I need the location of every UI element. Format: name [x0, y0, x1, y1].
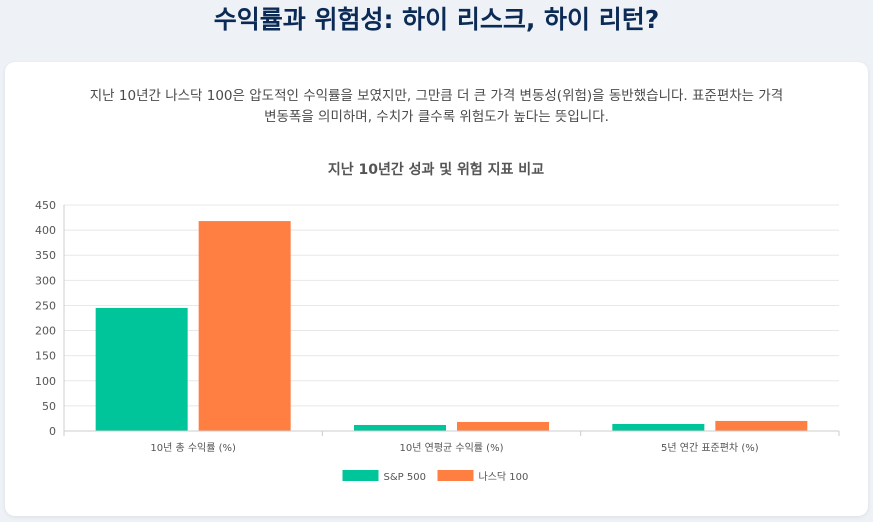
legend-swatch — [437, 470, 474, 481]
page-title: 수익률과 위험성: 하이 리스크, 하이 리턴? — [213, 5, 660, 34]
bar — [612, 423, 705, 431]
chart-title: 지난 10년간 성과 및 위험 지표 비교 — [328, 161, 544, 178]
y-tick-label: 300 — [35, 274, 56, 287]
intro-text: 지난 10년간 나스닥 100은 압도적인 수익률을 보였지만, 그만큼 더 큰… — [89, 88, 784, 125]
bars — [95, 221, 808, 431]
y-tick-label: 150 — [35, 350, 56, 363]
y-tick-label: 0 — [49, 425, 56, 438]
y-tick-label: 450 — [35, 199, 56, 212]
y-tick-label: 350 — [35, 249, 56, 262]
y-tick-label: 100 — [35, 375, 56, 388]
legend-swatch — [342, 470, 379, 481]
x-tick-label: 10년 총 수익률 (%) — [150, 442, 236, 454]
x-tick-label: 5년 연간 표준편차 (%) — [661, 442, 759, 454]
bar — [457, 421, 549, 431]
y-tick-label: 400 — [35, 224, 56, 237]
bar — [354, 424, 446, 431]
bar-chart: 지난 10년간 성과 및 위험 지표 비교 0 50 100 150 200 250 300… — [35, 161, 840, 483]
grid-lines — [64, 204, 839, 432]
bar — [715, 420, 808, 431]
axes: 0 50 100 150 200 250 300 350 400 450 10년 총 수익률 (%)… — [35, 199, 840, 454]
legend: S&P 500 나스닥 100 — [342, 470, 529, 483]
legend-label: S&P 500 — [384, 472, 426, 483]
legend-label: 나스닥 100 — [479, 471, 529, 483]
x-tick-label: 10년 연평균 수익률 (%) — [400, 442, 504, 454]
y-tick-label: 200 — [35, 325, 56, 338]
bar — [95, 307, 188, 431]
bar — [198, 221, 291, 431]
y-tick-label: 50 — [42, 400, 56, 413]
y-tick-label: 250 — [35, 299, 56, 312]
chart-card: 지난 10년간 나스닥 100은 압도적인 수익률을 보였지만, 그만큼 더 큰… — [5, 62, 868, 516]
